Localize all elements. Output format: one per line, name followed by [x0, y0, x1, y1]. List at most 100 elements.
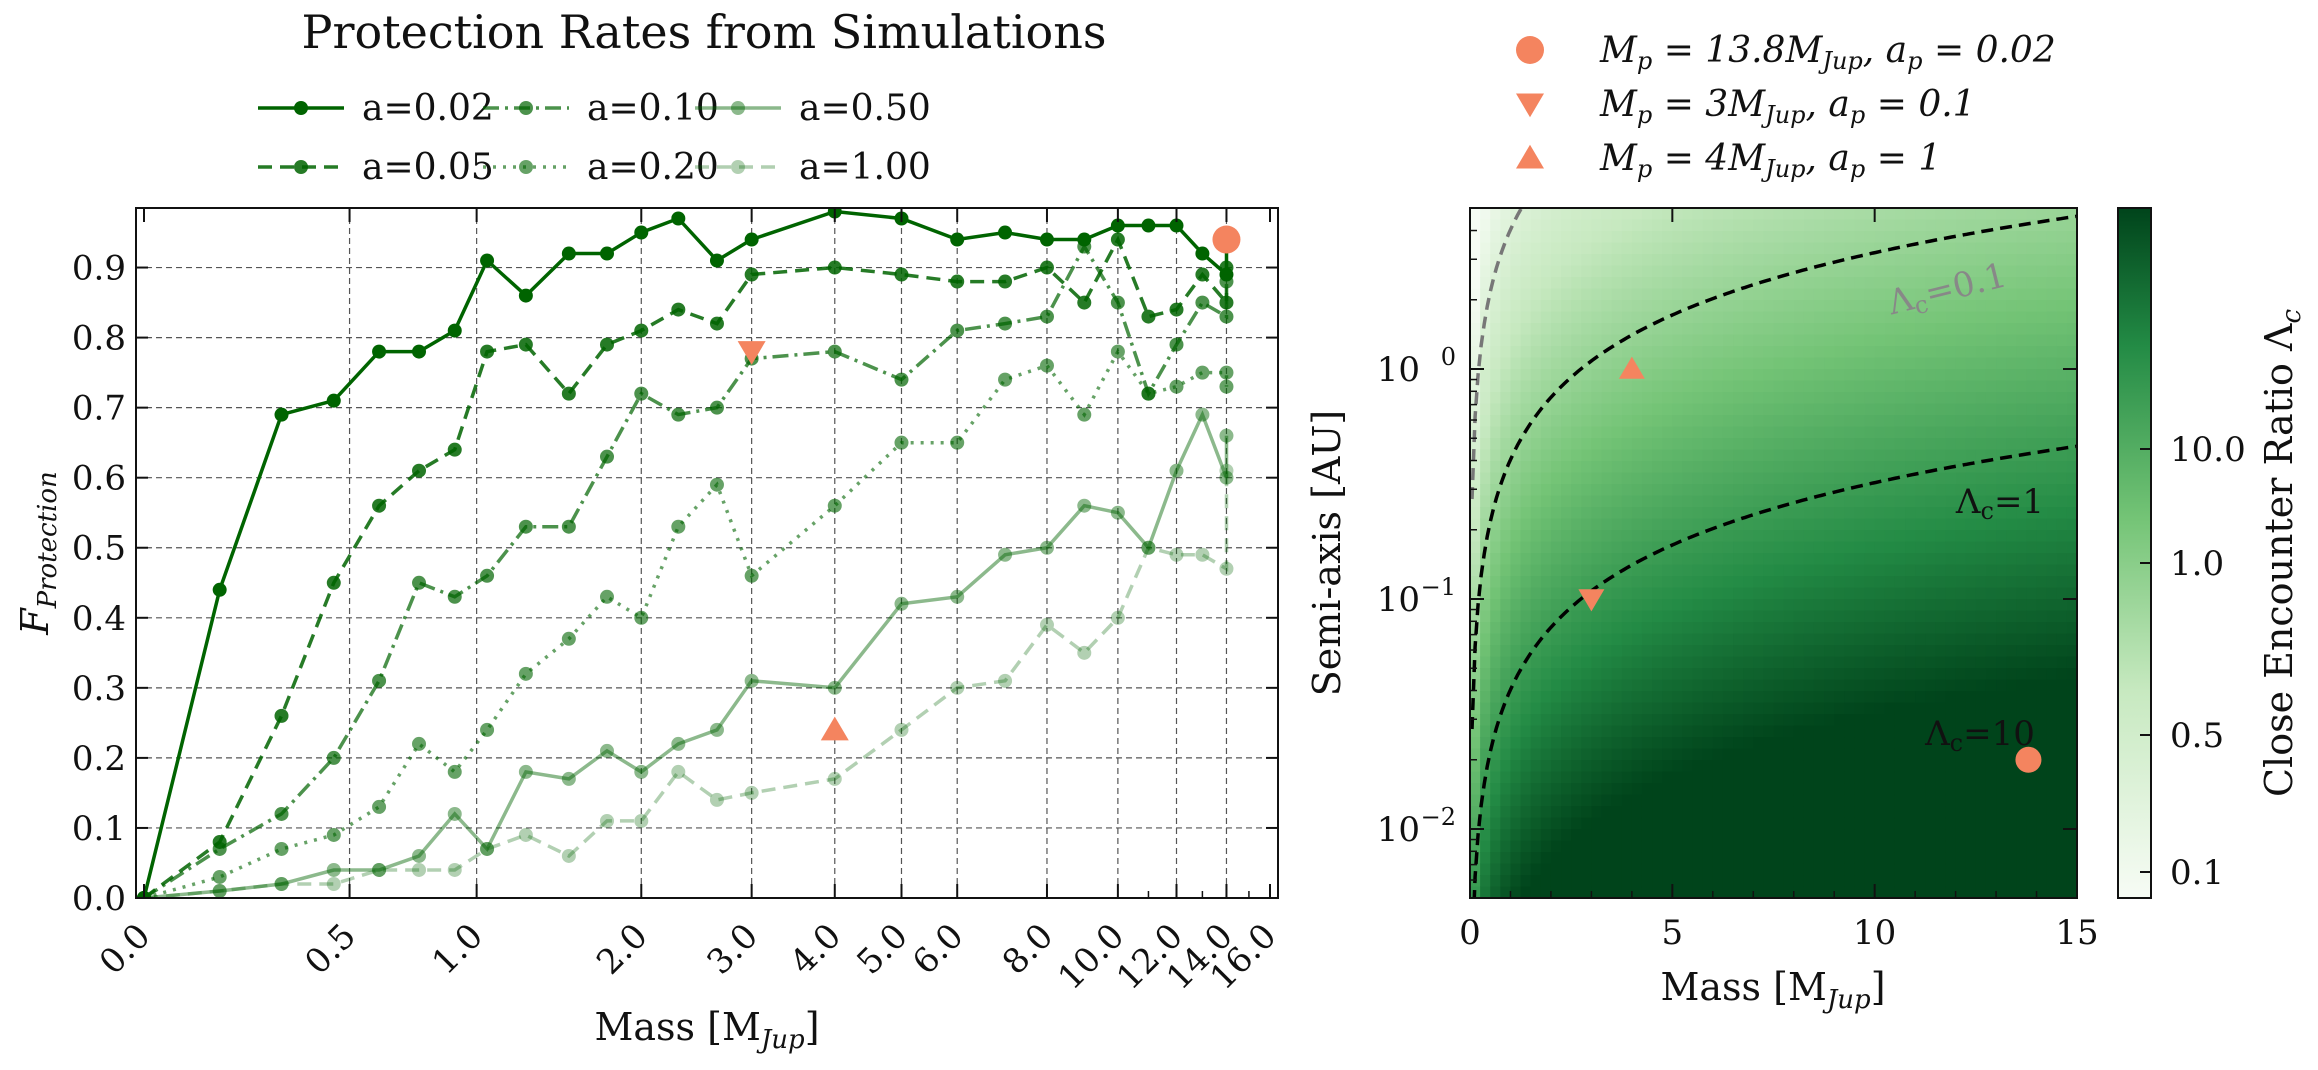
- heatmap-cell: [1662, 553, 1673, 566]
- heatmap-cell: [2056, 472, 2068, 485]
- heatmap-cell: [1783, 656, 1795, 669]
- heatmap-cell: [1894, 553, 1906, 566]
- heatmap-cell: [1561, 484, 1572, 497]
- heatmap-cell: [1965, 656, 1977, 669]
- heatmap-cell: [1571, 403, 1582, 416]
- heatmap-cell: [1662, 380, 1673, 393]
- heatmap-cell: [2016, 771, 2028, 784]
- heatmap-cell: [1965, 794, 1977, 807]
- data-point: [447, 323, 462, 338]
- heatmap-cell: [1874, 702, 1886, 715]
- heatmap-cell: [1864, 783, 1876, 796]
- heatmap-cell: [1702, 564, 1714, 577]
- heatmap-cell: [2046, 679, 2058, 692]
- heatmap-cell: [1662, 668, 1673, 681]
- data-point: [447, 442, 462, 457]
- heatmap-cell: [1935, 564, 1947, 577]
- heatmap-cell: [1611, 702, 1623, 715]
- heatmap-cell: [1996, 323, 2007, 336]
- heatmap-cell: [1712, 277, 1724, 290]
- heatmap-cell: [1773, 817, 1785, 830]
- heatmap-cell: [1571, 840, 1582, 853]
- heatmap-cell: [1824, 714, 1835, 727]
- heatmap-cell: [1722, 357, 1734, 370]
- heatmap-cell: [1803, 530, 1815, 543]
- heatmap-cell: [1864, 208, 1876, 221]
- heatmap-cell: [1753, 277, 1764, 290]
- heatmap-cell: [1925, 633, 1936, 646]
- heatmap-cell: [1702, 357, 1714, 370]
- heatmap-cell: [1591, 806, 1603, 819]
- heatmap-cell: [1965, 449, 1977, 462]
- y-tick-label: 0.9: [72, 249, 126, 289]
- heatmap-cell: [1470, 610, 1481, 623]
- heatmap-cell: [1520, 553, 1532, 566]
- data-point: [326, 827, 341, 842]
- heatmap-cell: [1500, 219, 1512, 232]
- heatmap-cell: [1884, 426, 1896, 439]
- heatmap-cell: [1915, 840, 1926, 853]
- heatmap-cell: [1641, 645, 1653, 658]
- heatmap-cell: [1581, 415, 1592, 428]
- heatmap-cell: [1581, 541, 1592, 554]
- heatmap-cell: [1874, 449, 1886, 462]
- heatmap-cell: [1500, 783, 1512, 796]
- heatmap-cell: [1561, 645, 1572, 658]
- heatmap-cell: [1641, 403, 1653, 416]
- heatmap-cell: [1672, 369, 1684, 382]
- heatmap-cell: [1641, 691, 1653, 704]
- x-tick-label: 5.0: [849, 916, 916, 983]
- heatmap-cell: [1753, 576, 1764, 589]
- heatmap-cell: [1682, 449, 1694, 462]
- heatmap-cell: [1854, 576, 1866, 589]
- heatmap-cell: [1611, 679, 1623, 692]
- heatmap-cell: [1935, 576, 1947, 589]
- heatmap-cell: [1722, 760, 1734, 773]
- heatmap-cell: [1803, 300, 1815, 313]
- heatmap-cell: [1945, 426, 1957, 439]
- heatmap-cell: [1722, 392, 1734, 405]
- heatmap-cell: [1641, 541, 1653, 554]
- heatmap-cell: [1621, 886, 1633, 898]
- heatmap-cell: [1682, 231, 1694, 244]
- heatmap-cell: [1743, 208, 1754, 221]
- heatmap-cell: [1561, 702, 1572, 715]
- heatmap-cell: [1985, 748, 1997, 761]
- heatmap-cell: [1550, 679, 1562, 692]
- heatmap-cell: [1985, 852, 1997, 865]
- heatmap-cell: [1540, 875, 1552, 888]
- heatmap-cell: [1844, 426, 1856, 439]
- heatmap-cell: [1692, 288, 1704, 301]
- heatmap-cell: [2066, 449, 2077, 462]
- heatmap-cell: [1824, 679, 1835, 692]
- heatmap-cell: [2036, 886, 2048, 898]
- heatmap-cell: [2026, 484, 2038, 497]
- heatmap-cell: [1682, 357, 1694, 370]
- heatmap-cell: [1520, 576, 1532, 589]
- heatmap-cell: [1824, 645, 1835, 658]
- heatmap-cell: [1561, 541, 1572, 554]
- heatmap-cell: [1854, 495, 1866, 508]
- heatmap-cell: [1631, 553, 1643, 566]
- heatmap-cell: [1733, 576, 1744, 589]
- heatmap-cell: [1773, 806, 1785, 819]
- heatmap-cell: [1520, 518, 1532, 531]
- heatmap-cell: [1894, 691, 1906, 704]
- heatmap-cell: [2016, 645, 2028, 658]
- heatmap-cell: [1611, 518, 1623, 531]
- heatmap-cell: [1945, 886, 1957, 898]
- heatmap-cell: [1925, 242, 1936, 255]
- heatmap-cell: [1975, 449, 1987, 462]
- heatmap-cell: [1692, 852, 1704, 865]
- heatmap-cell: [1641, 886, 1653, 898]
- heatmap-cell: [1945, 794, 1957, 807]
- heatmap-cell: [1561, 495, 1572, 508]
- heatmap-cell: [1985, 863, 1997, 876]
- heatmap-cell: [1571, 438, 1582, 451]
- heatmap-cell: [1935, 599, 1947, 612]
- heatmap-cell: [1682, 311, 1694, 324]
- heatmap-cell: [1500, 438, 1512, 451]
- heatmap-cell: [1480, 840, 1491, 853]
- heatmap-cell: [1571, 725, 1582, 738]
- heatmap-cell: [1945, 829, 1957, 842]
